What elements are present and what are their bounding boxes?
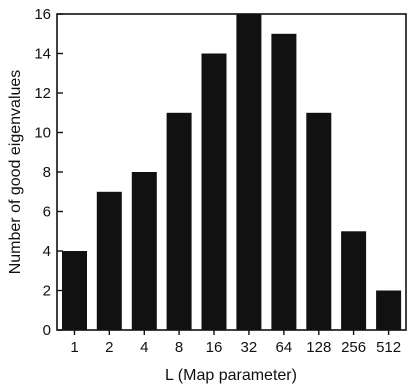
bar-64: [271, 33, 297, 331]
bar-256: [341, 231, 367, 331]
bar-128: [306, 112, 332, 331]
bar-4: [131, 172, 157, 330]
x-tick-label: 64: [276, 339, 293, 356]
bars-group: [62, 14, 402, 331]
y-tick-label: 0: [43, 322, 51, 339]
x-tick-label: 128: [306, 339, 331, 356]
bar-1: [62, 251, 87, 330]
y-tick-label: 8: [43, 164, 51, 181]
y-tick-label: 6: [43, 204, 51, 221]
y-ticks-group: 0 2 4 6 8 10 12 14 16: [34, 6, 63, 339]
y-tick-label: 10: [34, 125, 51, 142]
x-axis-label: L (Map parameter): [165, 367, 297, 384]
x-tick-label: 32: [241, 339, 258, 356]
y-tick-label: 4: [43, 243, 51, 260]
y-tick-label: 14: [34, 46, 51, 63]
bar-2: [96, 191, 122, 331]
x-tick-label: 4: [140, 339, 148, 356]
y-tick-label: 12: [34, 85, 51, 102]
x-tick-label: 16: [206, 339, 223, 356]
y-tick-label: 16: [34, 6, 51, 23]
x-tick-label: 1: [70, 339, 78, 356]
x-ticks-group: 1 2 4 8 16 32 64 128 256 512: [70, 330, 401, 356]
x-tick-label: 2: [105, 339, 113, 356]
y-tick-label: 2: [43, 283, 51, 300]
x-tick-label: 8: [175, 339, 183, 356]
y-axis-label: Number of good eigenvalues: [7, 70, 24, 275]
bar-8: [166, 112, 192, 331]
bar-512: [376, 290, 402, 330]
bar-16: [201, 53, 227, 330]
bar-32: [236, 14, 262, 330]
x-tick-label: 256: [341, 339, 366, 356]
x-tick-label: 512: [376, 339, 401, 356]
